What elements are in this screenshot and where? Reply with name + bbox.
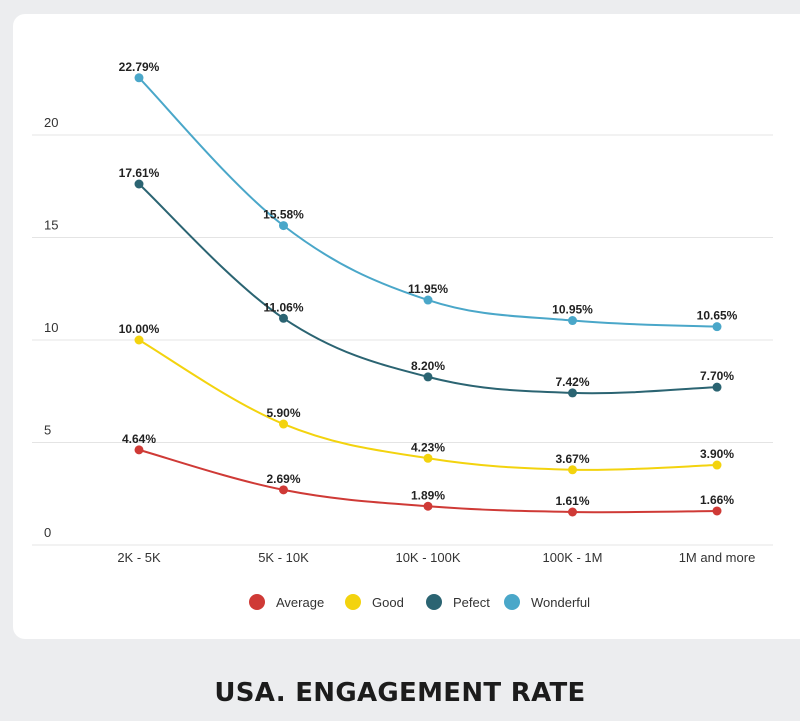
data-label: 3.67% bbox=[555, 452, 589, 466]
data-label: 1.89% bbox=[411, 488, 445, 502]
y-axis-ticks: 0 5 10 15 20 bbox=[44, 115, 58, 540]
y-tick-label: 0 bbox=[44, 525, 51, 540]
data-point bbox=[568, 388, 577, 398]
chart-card bbox=[13, 14, 800, 639]
x-tick-label: 5K - 10K bbox=[258, 550, 309, 565]
data-point bbox=[279, 313, 288, 323]
legend-swatch bbox=[504, 594, 520, 610]
data-point bbox=[279, 221, 288, 231]
legend-label: Average bbox=[276, 595, 324, 610]
data-point bbox=[134, 179, 144, 189]
data-label: 1.61% bbox=[555, 494, 589, 508]
legend-label: Good bbox=[372, 595, 404, 610]
chart-legend[interactable]: Average Good Pefect Wonderful bbox=[249, 594, 590, 610]
legend-swatch bbox=[426, 594, 442, 610]
data-point bbox=[423, 453, 433, 463]
data-point bbox=[279, 419, 288, 429]
data-point bbox=[134, 73, 144, 83]
data-label: 10.95% bbox=[552, 303, 593, 317]
y-tick-label: 5 bbox=[44, 423, 51, 438]
data-point bbox=[712, 506, 722, 516]
x-axis-ticks: 2K - 5K 5K - 10K 10K - 100K 100K - 1M 1M and… bbox=[117, 550, 755, 565]
data-label: 15.58% bbox=[263, 208, 304, 222]
data-label: 10.00% bbox=[119, 322, 160, 336]
legend-label: Pefect bbox=[453, 595, 490, 610]
data-label: 8.20% bbox=[411, 359, 445, 373]
data-point bbox=[279, 485, 288, 495]
x-tick-label: 2K - 5K bbox=[117, 550, 161, 565]
legend-swatch bbox=[249, 594, 265, 610]
data-label: 10.65% bbox=[697, 309, 738, 323]
page-title: USA. ENGAGEMENT RATE bbox=[214, 678, 586, 708]
data-label: 22.79% bbox=[119, 60, 160, 74]
data-label: 4.64% bbox=[122, 432, 156, 446]
legend-item-average[interactable]: Average bbox=[249, 594, 324, 610]
y-tick-label: 15 bbox=[44, 218, 58, 233]
data-point bbox=[423, 501, 433, 511]
series-points bbox=[134, 73, 722, 517]
data-point bbox=[712, 382, 722, 392]
data-point bbox=[568, 507, 577, 517]
data-point bbox=[712, 460, 722, 470]
legend-item-wonderful[interactable]: Wonderful bbox=[504, 594, 590, 610]
data-label: 17.61% bbox=[119, 166, 160, 180]
data-point bbox=[568, 465, 577, 475]
data-point bbox=[568, 316, 577, 326]
y-tick-label: 20 bbox=[44, 115, 58, 130]
data-label: 4.23% bbox=[411, 440, 445, 454]
data-label: 5.90% bbox=[266, 406, 300, 420]
x-tick-label: 1M and more bbox=[679, 550, 756, 565]
data-point bbox=[712, 322, 722, 332]
data-point bbox=[134, 335, 144, 345]
data-label: 1.66% bbox=[700, 493, 734, 507]
legend-item-good[interactable]: Good bbox=[345, 594, 404, 610]
data-label: 11.06% bbox=[263, 300, 303, 314]
chart-grid bbox=[32, 134, 773, 546]
legend-item-pefect[interactable]: Pefect bbox=[426, 594, 490, 610]
data-label: 7.70% bbox=[700, 369, 734, 383]
data-label: 2.69% bbox=[266, 472, 300, 486]
data-point bbox=[423, 295, 433, 305]
data-label: 7.42% bbox=[555, 375, 589, 389]
data-point bbox=[134, 445, 144, 455]
x-tick-label: 10K - 100K bbox=[395, 550, 460, 565]
y-tick-label: 10 bbox=[44, 320, 58, 335]
data-label: 3.90% bbox=[700, 447, 734, 461]
data-point bbox=[423, 372, 433, 382]
legend-swatch bbox=[345, 594, 361, 610]
data-labels: 4.64% 2.69% 1.89% 1.61% 1.66% 10.00% 5.90% 4.23… bbox=[119, 60, 738, 508]
data-label: 11.95% bbox=[408, 282, 448, 296]
x-tick-label: 100K - 1M bbox=[543, 550, 603, 565]
legend-label: Wonderful bbox=[531, 595, 590, 610]
